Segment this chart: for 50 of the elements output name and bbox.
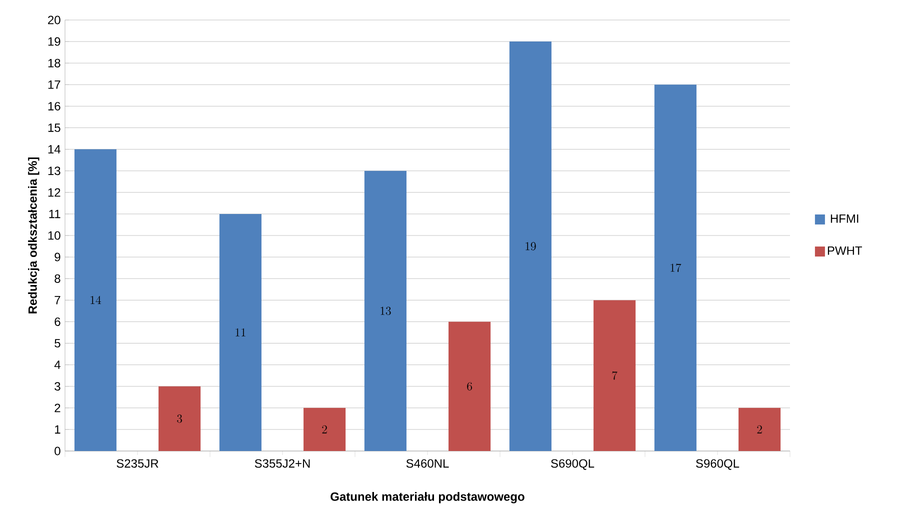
y-tick-label: 2 bbox=[54, 404, 60, 412]
y-tick-label: 16 bbox=[48, 102, 60, 110]
x-axis-title: Gatunek materiału podstawowego bbox=[330, 492, 524, 504]
data-label: 6 bbox=[467, 382, 472, 390]
bar bbox=[219, 214, 262, 451]
y-tick-label: 6 bbox=[54, 317, 60, 326]
x-tick-label: S960QL bbox=[696, 459, 740, 470]
bar bbox=[364, 170, 406, 451]
bar bbox=[158, 386, 201, 451]
y-tick-label: 13 bbox=[48, 166, 60, 176]
bar bbox=[738, 408, 781, 451]
y-tick-label: 7 bbox=[54, 296, 60, 304]
data-label: 7 bbox=[612, 371, 618, 380]
legend-label: PWHT bbox=[828, 246, 862, 255]
y-tick-label: 19 bbox=[48, 37, 60, 46]
y-axis-title: Redukcja odkształcenia [%] bbox=[28, 157, 40, 314]
y-tick-label: 20 bbox=[48, 16, 60, 24]
x-tick-label: S460NL bbox=[406, 459, 449, 468]
data-label: 11 bbox=[236, 328, 246, 336]
bar bbox=[448, 322, 491, 451]
data-label: 13 bbox=[380, 306, 391, 316]
bar bbox=[304, 408, 346, 451]
y-tick-label: 11 bbox=[49, 210, 60, 218]
y-tick-label: 12 bbox=[48, 188, 60, 197]
bar bbox=[509, 42, 552, 451]
data-label: 17 bbox=[670, 264, 682, 272]
y-tick-label: 8 bbox=[54, 274, 60, 283]
y-tick-label: 3 bbox=[54, 382, 60, 391]
y-tick-label: 0 bbox=[54, 446, 60, 456]
bar bbox=[654, 84, 696, 451]
y-tick-label: 15 bbox=[48, 124, 60, 132]
bar bbox=[594, 300, 636, 451]
data-label: 3 bbox=[177, 414, 182, 423]
x-tick-label: S690QL bbox=[551, 459, 594, 470]
y-tick-label: 5 bbox=[54, 339, 60, 348]
y-tick-label: 10 bbox=[48, 231, 60, 240]
data-label: 19 bbox=[526, 242, 536, 250]
bar bbox=[74, 149, 116, 451]
y-tick-label: 9 bbox=[54, 252, 60, 262]
x-tick-label: S355J2+N bbox=[254, 459, 310, 468]
legend-label: HFMI bbox=[830, 214, 858, 223]
y-tick-label: 18 bbox=[48, 58, 60, 68]
data-label: 2 bbox=[322, 425, 327, 434]
y-tick-label: 14 bbox=[48, 145, 60, 154]
y-tick-label: 4 bbox=[54, 360, 60, 369]
y-tick-label: 1 bbox=[55, 425, 60, 434]
data-label: 2 bbox=[757, 425, 762, 434]
data-label: 14 bbox=[90, 296, 101, 304]
y-tick-label: 17 bbox=[48, 80, 60, 89]
x-tick-label: S235JR bbox=[116, 459, 158, 468]
